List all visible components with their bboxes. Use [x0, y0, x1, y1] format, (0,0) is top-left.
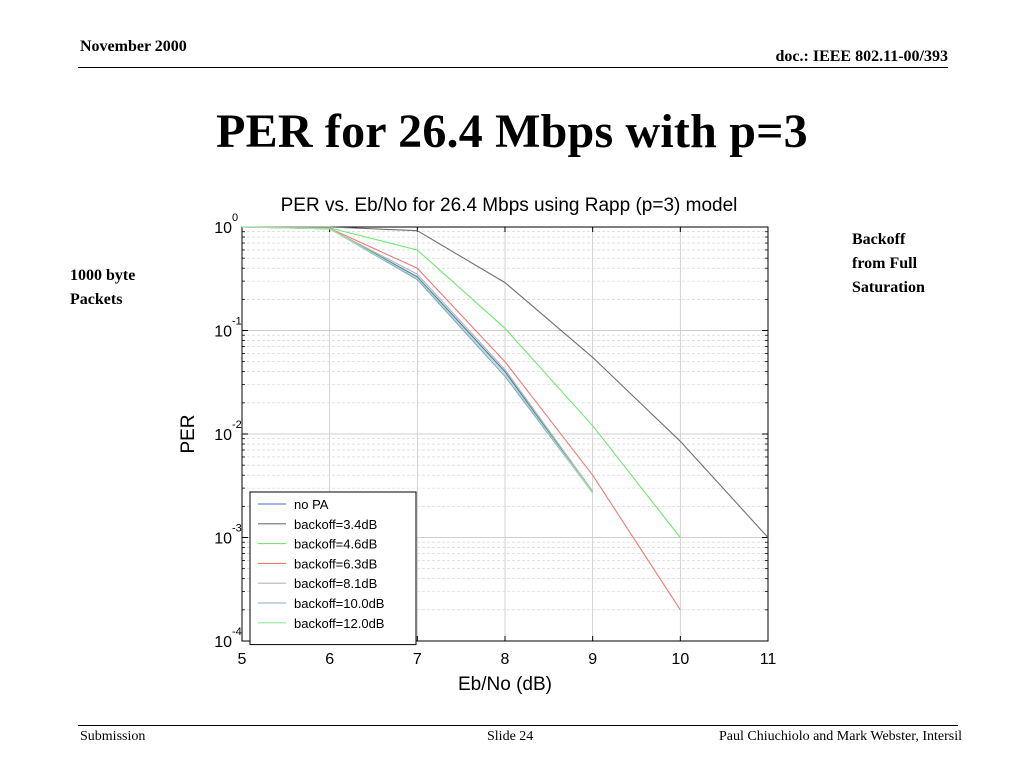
x-axis-label: Eb/No (dB)	[458, 674, 552, 695]
footer-rule	[78, 725, 958, 726]
legend-label: backoff=3.4dB	[294, 517, 377, 532]
x-tick-label: 9	[588, 651, 597, 668]
y-tick-label: 10	[214, 220, 232, 237]
right-note-line-2: from Full	[852, 255, 918, 272]
right-note-line-1: Backoff	[852, 231, 906, 248]
right-note: Backoff from Full Saturation	[852, 228, 925, 300]
y-tick-exponent: -2	[232, 419, 242, 431]
chart-title: PER vs. Eb/No for 26.4 Mbps using Rapp (…	[281, 195, 738, 216]
legend-box	[249, 491, 417, 646]
legend-label: backoff=6.3dB	[294, 556, 377, 571]
legend-label: backoff=10.0dB	[294, 596, 384, 611]
y-tick-label: 10	[214, 634, 232, 651]
footer-submission: Submission	[80, 729, 146, 744]
y-tick-label: 10	[214, 427, 232, 444]
legend-label: backoff=4.6dB	[294, 537, 377, 552]
y-tick-label: 10	[214, 531, 232, 548]
left-note: 1000 byte Packets	[70, 264, 135, 312]
left-note-line-1: 1000 byte	[70, 267, 136, 284]
legend-label: backoff=12.0dB	[294, 616, 384, 631]
y-tick-label: 10	[214, 324, 232, 341]
slide-title: PER for 26.4 Mbps with p=3	[216, 105, 808, 158]
y-tick-exponent: -1	[232, 316, 242, 328]
legend-label: no PA	[294, 497, 329, 512]
x-tick-label: 10	[671, 651, 689, 668]
footer-authors: Paul Chiuchiolo and Mark Webster, Inters…	[718, 729, 962, 744]
y-tick-exponent: -4	[232, 626, 242, 638]
left-note-line-2: Packets	[70, 291, 123, 308]
right-note-line-3: Saturation	[852, 279, 925, 296]
header-doc-id: doc.: IEEE 802.11-00/393	[775, 48, 948, 65]
series-line	[242, 226, 769, 538]
x-tick-label: 7	[413, 651, 422, 668]
x-tick-label: 8	[501, 651, 510, 668]
header-date: November 2000	[80, 38, 187, 55]
legend-label: backoff=8.1dB	[294, 576, 377, 591]
y-tick-exponent: -3	[232, 523, 242, 535]
footer-slide-number: Slide 24	[487, 729, 534, 744]
x-tick-label: 11	[760, 651, 777, 668]
x-tick-label: 6	[325, 651, 334, 668]
y-tick-exponent: 0	[232, 212, 238, 224]
y-axis-label: PER	[178, 414, 199, 453]
x-tick-label: 5	[238, 651, 247, 668]
series-line	[241, 226, 594, 494]
header-rule	[78, 67, 948, 68]
